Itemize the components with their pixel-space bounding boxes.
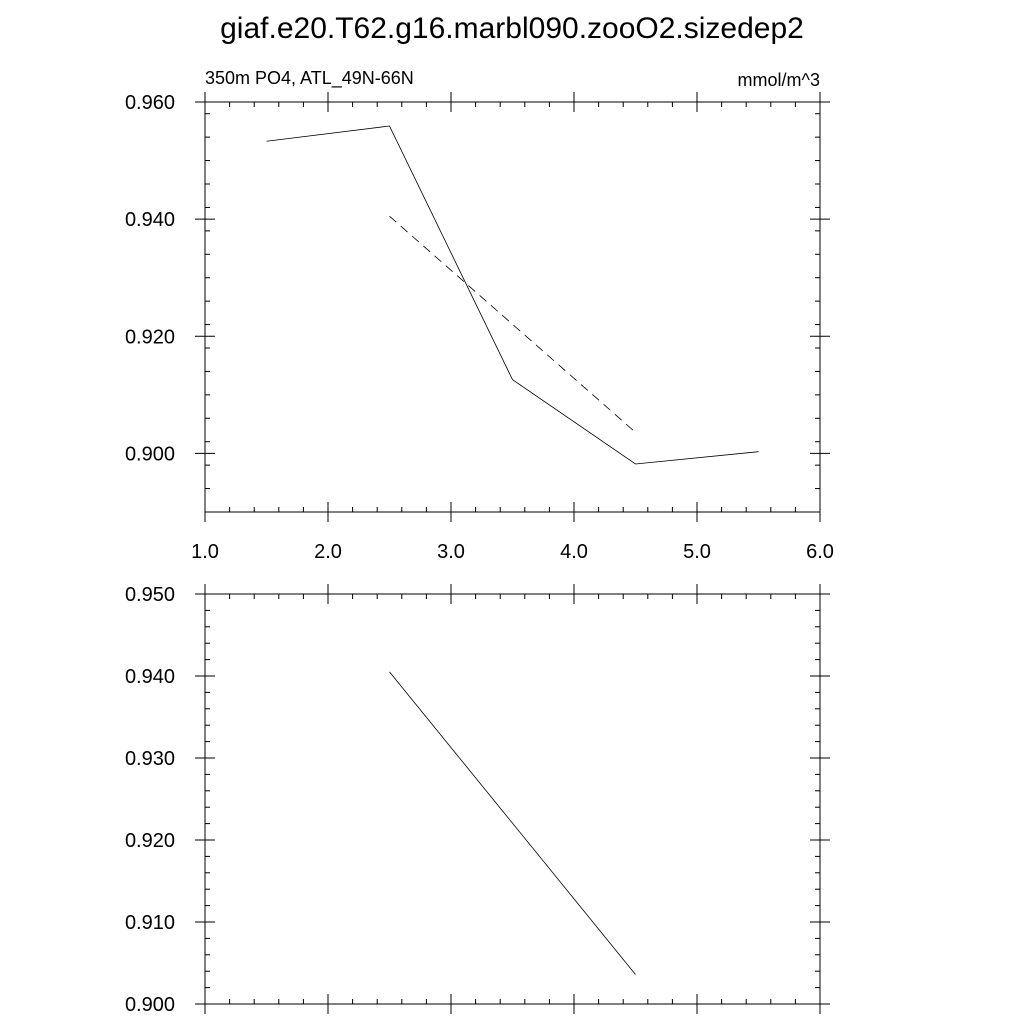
y-tick-label: 0.920 xyxy=(125,326,175,348)
y-tick-label: 0.940 xyxy=(125,666,175,688)
y-tick-label: 0.940 xyxy=(125,209,175,231)
y-tick-label: 0.960 xyxy=(125,92,175,114)
y-tick-label: 0.900 xyxy=(125,443,175,465)
x-tick-label: 4.0 xyxy=(560,541,588,563)
top-panel-ticks: 0.900 0.920 0.940 0.960 1.0 2.0 3.0 4.0 5.0 6.0 xyxy=(125,92,834,563)
y-tick-label: 0.920 xyxy=(125,830,175,852)
bottom-panel-plot-frame xyxy=(204,593,821,1005)
x-tick-label: 1.0 xyxy=(191,541,219,563)
series-line-1 xyxy=(389,671,636,975)
bottom-panel-series xyxy=(389,671,636,975)
x-tick-label: 3.0 xyxy=(437,541,465,563)
x-tick-label: 2.0 xyxy=(314,541,342,563)
x-tick-label: 5.0 xyxy=(683,541,711,563)
series-line-2 xyxy=(389,215,636,433)
y-tick-label: 0.950 xyxy=(125,584,175,606)
y-tick-label: 0.910 xyxy=(125,912,175,934)
y-tick-label: 0.900 xyxy=(125,994,175,1016)
top-panel-series xyxy=(266,125,759,465)
x-tick-label: 6.0 xyxy=(806,541,834,563)
bottom-panel-ticks: 0.900 0.910 0.920 0.930 0.940 0.950 xyxy=(125,584,830,1016)
y-tick-label: 0.930 xyxy=(125,748,175,770)
top-panel-subtitle-right: mmol/m^3 xyxy=(738,70,820,90)
top-panel-subtitle-left: 350m PO4, ATL_49N-66N xyxy=(205,68,414,89)
series-line-1 xyxy=(266,125,759,465)
figure-title: giaf.e20.T62.g16.marbl090.zooO2.sizedep2 xyxy=(220,12,804,45)
bottom-panel: 0.900 0.910 0.920 0.930 0.940 0.950 xyxy=(125,584,830,1016)
top-panel-plot-frame xyxy=(204,101,821,513)
top-panel: 350m PO4, ATL_49N-66N mmol/m^3 0.900 0.92… xyxy=(125,68,834,563)
